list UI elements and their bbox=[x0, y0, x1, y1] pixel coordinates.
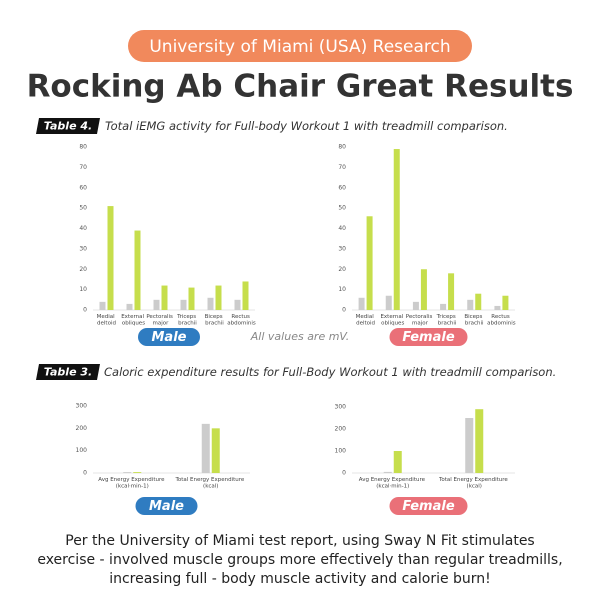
y-tick-label: 50 bbox=[79, 205, 87, 212]
x-tick-label: Biceps brachii bbox=[205, 314, 225, 327]
x-tick-label: Triceps brachii bbox=[176, 314, 198, 327]
y-tick-label: 0 bbox=[342, 470, 346, 477]
bar bbox=[126, 303, 133, 310]
y-tick-label: 50 bbox=[338, 205, 346, 212]
y-tick-label: 0 bbox=[83, 307, 87, 314]
table-tag: Table 4. bbox=[44, 120, 92, 133]
chart-label: Male bbox=[149, 499, 184, 514]
tag-box bbox=[36, 364, 100, 380]
x-tick-label: Medial deltoid bbox=[356, 314, 376, 327]
y-tick-label: 0 bbox=[342, 307, 346, 314]
chart-label: Female bbox=[402, 330, 454, 345]
bar bbox=[475, 293, 482, 310]
x-tick-label: External obliques bbox=[380, 314, 405, 327]
bar bbox=[153, 299, 160, 310]
bar bbox=[180, 299, 187, 310]
bar bbox=[393, 149, 400, 310]
y-tick-label: 10 bbox=[79, 286, 87, 293]
label-pill bbox=[389, 497, 468, 515]
y-tick-label: 30 bbox=[79, 245, 87, 252]
footer-line: increasing full - body muscle activity a… bbox=[109, 571, 491, 587]
table-caption: Total iEMG activity for Full-body Workou… bbox=[105, 119, 508, 133]
y-tick-label: 80 bbox=[79, 144, 87, 151]
bar bbox=[412, 301, 419, 310]
bar bbox=[358, 297, 365, 310]
label-pill bbox=[389, 328, 468, 346]
y-tick-label: 70 bbox=[79, 164, 87, 171]
y-tick-label: 100 bbox=[76, 447, 88, 454]
bar bbox=[215, 285, 222, 310]
x-tick-label: Avg Energy Expenditure (kcal·min-1) bbox=[98, 477, 166, 490]
chart-label: Male bbox=[152, 330, 187, 345]
y-tick-label: 200 bbox=[335, 426, 347, 433]
bar bbox=[211, 428, 220, 473]
x-tick-label: Rectus abdominis bbox=[487, 314, 516, 327]
bar bbox=[467, 299, 474, 310]
footer-line: exercise - involved muscle groups more e… bbox=[37, 552, 562, 568]
bar bbox=[448, 273, 455, 310]
footer-line: Per the University of Miami test report,… bbox=[65, 533, 534, 549]
x-tick-label: Triceps brachii bbox=[436, 314, 458, 327]
y-tick-label: 40 bbox=[338, 225, 346, 232]
label-pill bbox=[138, 328, 200, 346]
bar bbox=[123, 472, 132, 473]
bar bbox=[207, 297, 214, 310]
x-tick-label: Total Energy Expenditure (kcal) bbox=[438, 477, 510, 490]
bar bbox=[234, 299, 241, 310]
x-tick-label: Total Energy Expenditure (kcal) bbox=[174, 477, 246, 490]
bar bbox=[242, 281, 249, 310]
bar bbox=[440, 303, 447, 310]
bar bbox=[393, 451, 402, 473]
note: All values are mV. bbox=[250, 330, 349, 343]
bar bbox=[161, 285, 168, 310]
x-tick-label: Biceps brachii bbox=[464, 314, 484, 327]
y-tick-label: 60 bbox=[338, 184, 346, 191]
bar bbox=[134, 230, 141, 310]
bar bbox=[494, 305, 501, 310]
y-tick-label: 10 bbox=[338, 286, 346, 293]
banner: University of Miami (USA) Research bbox=[149, 37, 450, 57]
y-tick-label: 20 bbox=[79, 266, 87, 273]
bar bbox=[502, 295, 509, 310]
bar bbox=[201, 423, 210, 473]
title: Rocking Ab Chair Great Results bbox=[27, 69, 574, 105]
y-tick-label: 30 bbox=[338, 245, 346, 252]
bar bbox=[420, 269, 427, 310]
bar bbox=[133, 472, 142, 473]
y-tick-label: 80 bbox=[338, 144, 346, 151]
bar bbox=[188, 287, 195, 310]
bar bbox=[385, 295, 392, 310]
y-tick-label: 20 bbox=[338, 266, 346, 273]
tag-box bbox=[36, 118, 100, 134]
y-tick-label: 200 bbox=[76, 425, 88, 432]
y-tick-label: 70 bbox=[338, 164, 346, 171]
bar bbox=[383, 471, 392, 473]
y-tick-label: 100 bbox=[335, 448, 347, 455]
y-tick-label: 40 bbox=[79, 225, 87, 232]
x-tick-label: Rectus abdominis bbox=[227, 314, 256, 327]
bar bbox=[465, 418, 474, 473]
bar bbox=[475, 409, 484, 473]
table-tag: Table 3. bbox=[44, 366, 92, 379]
bar bbox=[366, 216, 373, 310]
x-tick-label: External obliques bbox=[121, 314, 146, 327]
x-tick-label: Avg Energy Expenditure (kcal·min-1) bbox=[359, 477, 427, 490]
label-pill bbox=[135, 497, 198, 515]
table-caption: Caloric expenditure results for Full-Bod… bbox=[104, 365, 556, 379]
banner-pill bbox=[128, 30, 472, 62]
y-tick-label: 300 bbox=[76, 403, 88, 410]
x-tick-label: Pectoralis major bbox=[406, 314, 434, 327]
bar bbox=[107, 206, 114, 310]
y-tick-label: 0 bbox=[83, 470, 87, 477]
chart-label: Female bbox=[402, 499, 454, 514]
x-tick-label: Pectoralis major bbox=[146, 314, 174, 327]
bar bbox=[99, 301, 106, 310]
x-tick-label: Medial deltoid bbox=[97, 314, 117, 327]
y-tick-label: 60 bbox=[79, 184, 87, 191]
y-tick-label: 300 bbox=[335, 404, 347, 411]
